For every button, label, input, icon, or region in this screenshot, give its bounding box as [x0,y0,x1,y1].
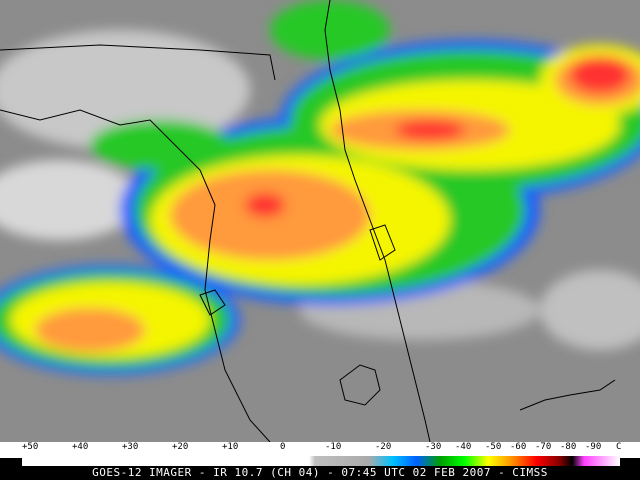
colorbar-label: +30 [122,442,139,452]
colorbar-label: +50 [22,442,39,452]
ir-satellite-map [0,0,640,442]
colorbar-label: C [616,442,622,452]
colorbar-label: +40 [72,442,89,452]
image-caption: GOES-12 IMAGER - IR 10.7 (CH 04) - 07:45… [92,466,548,479]
colorbar-label: -20 [375,442,392,452]
colorbar-label: +10 [222,442,239,452]
colorbar-label: -70 [535,442,552,452]
colorbar-label: -40 [455,442,472,452]
colorbar-labels [0,442,640,458]
colorbar-label: -80 [560,442,577,452]
colorbar-label: -10 [325,442,342,452]
colorbar-label: +20 [172,442,189,452]
colorbar-label: -90 [585,442,602,452]
colorbar-label: -60 [510,442,527,452]
colorbar-label: -30 [425,442,442,452]
colorbar-label: -50 [485,442,502,452]
colorbar-label: 0 [280,442,286,452]
colorbar [22,456,620,466]
